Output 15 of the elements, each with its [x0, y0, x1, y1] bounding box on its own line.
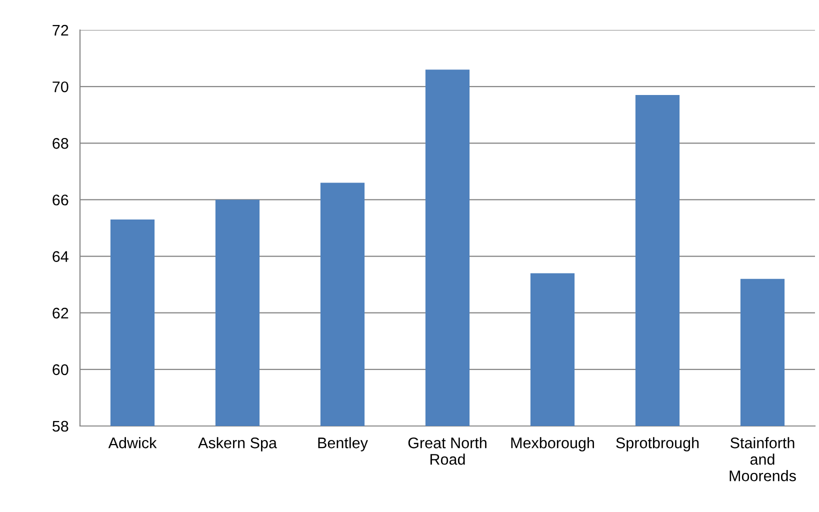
y-tick-label: 66: [52, 194, 68, 206]
x-tick-label: Mexborough: [511, 437, 594, 452]
x-tick-label: Great North Road: [408, 437, 486, 465]
y-tick-label: 68: [52, 138, 68, 149]
x-tick-label: Askern Spa: [198, 437, 277, 452]
y-tick-label: 72: [52, 24, 68, 36]
y-tick-label: 62: [52, 308, 68, 319]
y-tick-label: 70: [52, 81, 68, 92]
x-tick-label: Adwick: [108, 437, 157, 448]
y-tick-label: 58: [52, 420, 68, 432]
y-tick-label: 64: [52, 251, 68, 262]
x-tick-label: Bentley: [318, 437, 368, 452]
y-tick-label: 60: [52, 364, 68, 376]
x-tick-label: Stainforth and Moorends: [730, 437, 796, 482]
x-tick-label: Sprotbrough: [616, 437, 699, 452]
